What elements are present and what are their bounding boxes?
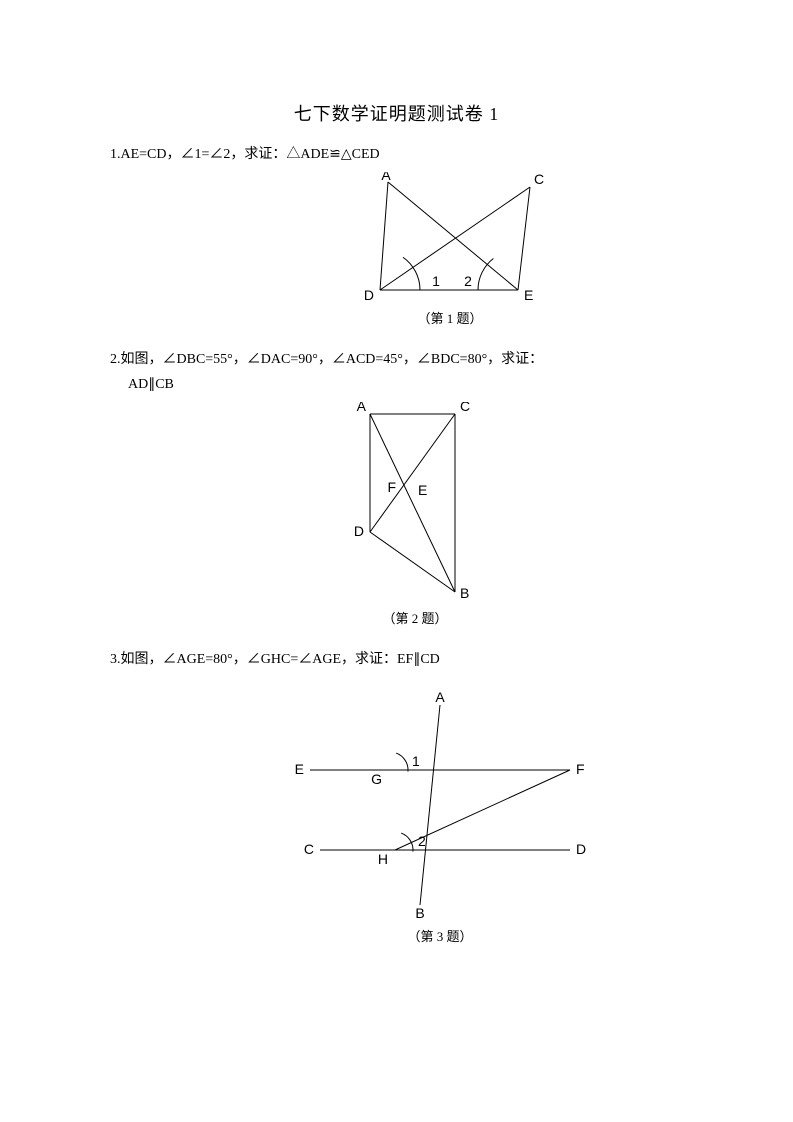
figure-1: A C D E 1 2: [350, 172, 550, 302]
svg-text:D: D: [576, 841, 586, 857]
svg-text:D: D: [364, 287, 374, 302]
svg-text:H: H: [378, 851, 388, 867]
svg-text:1: 1: [432, 273, 440, 289]
svg-text:E: E: [418, 482, 427, 498]
page-title: 七下数学证明题测试卷 1: [110, 100, 683, 126]
question-2-text-line1: 2.如图，∠DBC=55°，∠DAC=90°，∠ACD=45°，∠BDC=80°…: [110, 349, 683, 371]
svg-text:F: F: [576, 761, 585, 777]
figure-1-caption: （第 1 题）: [350, 308, 550, 327]
svg-text:A: A: [357, 402, 367, 414]
figure-3-caption: （第 3 题）: [290, 926, 590, 945]
question-1-text: 1.AE=CD，∠1=∠2，求证：△ADE≌△CED: [110, 144, 683, 166]
svg-text:2: 2: [418, 833, 426, 849]
svg-text:F: F: [387, 479, 396, 495]
svg-text:C: C: [534, 172, 544, 187]
svg-text:E: E: [295, 761, 304, 777]
svg-text:A: A: [435, 690, 445, 705]
svg-text:E: E: [524, 287, 533, 302]
figure-3: A B E F C D G H 1 2: [290, 690, 590, 920]
svg-text:A: A: [381, 172, 391, 183]
svg-text:B: B: [415, 905, 424, 920]
svg-text:B: B: [460, 585, 469, 601]
svg-text:1: 1: [412, 753, 420, 769]
svg-text:G: G: [371, 771, 382, 787]
question-3-text: 3.如图，∠AGE=80°，∠GHC=∠AGE，求证：EF∥CD: [110, 649, 683, 671]
svg-text:D: D: [354, 523, 364, 539]
question-2-text-line2: AD∥CB: [110, 374, 683, 396]
svg-text:2: 2: [464, 273, 472, 289]
svg-text:C: C: [304, 841, 314, 857]
svg-text:C: C: [460, 402, 470, 414]
figure-2-caption: （第 2 题）: [340, 608, 490, 627]
figure-2: A C D B F E: [340, 402, 490, 602]
